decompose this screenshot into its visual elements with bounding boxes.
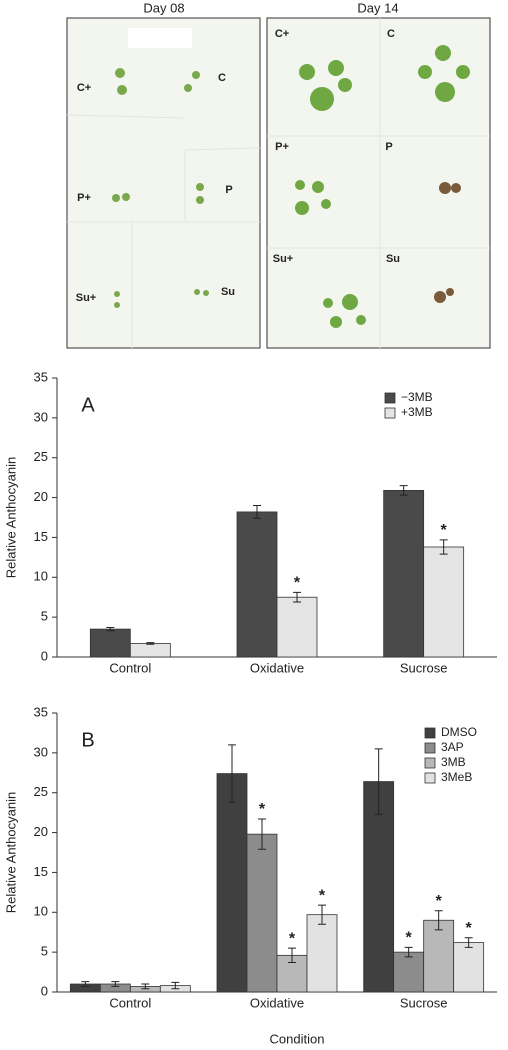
y-tick-label: 0 xyxy=(41,648,48,663)
photo-label: C xyxy=(218,72,226,84)
y-tick-label: 10 xyxy=(34,904,48,919)
photo-label: P+ xyxy=(275,141,289,153)
y-tick-label: 35 xyxy=(34,704,48,719)
x-axis-label: Condition xyxy=(270,1031,325,1046)
y-tick-label: 20 xyxy=(34,489,48,504)
y-tick-label: 0 xyxy=(41,983,48,998)
error-bar xyxy=(288,947,296,964)
photo-right: C+ C P+ P Su+ Su xyxy=(266,17,491,349)
y-axis-label: Relative Anthocyanin xyxy=(3,457,18,578)
error-bar xyxy=(253,505,261,519)
significance: * xyxy=(441,522,448,539)
legend-swatch xyxy=(424,757,436,769)
legend-swatch xyxy=(424,772,436,784)
y-tick-label: 5 xyxy=(41,944,48,959)
significance: * xyxy=(406,930,413,947)
error-bar xyxy=(293,591,301,603)
photo-label: C xyxy=(387,28,395,40)
y-tick-label: 10 xyxy=(34,569,48,584)
significance: * xyxy=(289,930,296,947)
error-bar xyxy=(464,937,473,948)
photo-label: Su xyxy=(221,286,235,298)
x-tick-label: Control xyxy=(109,660,151,675)
significance: * xyxy=(259,801,266,818)
panel-label: A xyxy=(81,394,95,416)
bar xyxy=(216,773,248,993)
bar xyxy=(423,919,455,993)
bar xyxy=(276,596,318,658)
error-bar xyxy=(111,981,120,987)
error-bar xyxy=(318,904,326,925)
significance: * xyxy=(319,887,326,904)
photo-left: C+ C P+ P Su+ Su xyxy=(66,17,261,349)
bar xyxy=(423,546,465,658)
bar xyxy=(306,914,338,993)
panel-title: Day 08 xyxy=(143,0,184,15)
legend-swatch xyxy=(384,392,396,404)
photo-label: Su xyxy=(386,253,400,265)
panel-title: Day 14 xyxy=(357,0,398,15)
y-axis-label: Relative Anthocyanin xyxy=(3,792,18,913)
photo-label: C+ xyxy=(77,82,91,94)
error-bar xyxy=(228,744,236,803)
error-bar xyxy=(404,946,413,958)
legend-label: +3MB xyxy=(401,405,433,419)
y-tick-label: 5 xyxy=(41,609,48,624)
bar xyxy=(129,643,171,658)
error-bar xyxy=(434,910,443,931)
x-tick-label: Sucrose xyxy=(400,660,448,675)
y-tick-label: 20 xyxy=(34,824,48,839)
legend-label: 3MB xyxy=(441,755,466,769)
error-bar xyxy=(106,627,115,632)
y-tick-label: 15 xyxy=(34,864,48,879)
bar xyxy=(383,489,425,658)
error-bar xyxy=(146,642,155,645)
panel-label: B xyxy=(81,729,94,751)
error-bar xyxy=(374,748,383,815)
y-tick-label: 25 xyxy=(34,449,48,464)
significance: * xyxy=(294,575,301,592)
error-bar xyxy=(439,539,448,555)
bar xyxy=(246,833,278,993)
bar xyxy=(453,942,485,993)
photo-label: Su+ xyxy=(273,253,293,265)
x-tick-label: Oxidative xyxy=(250,660,304,675)
legend-label: 3MeB xyxy=(441,770,472,784)
legend-swatch xyxy=(384,407,396,419)
legend-swatch xyxy=(424,742,436,754)
y-tick-label: 35 xyxy=(34,369,48,384)
error-bar xyxy=(81,981,90,987)
error-bar xyxy=(141,983,150,990)
photo-label: P xyxy=(385,141,392,153)
bar xyxy=(393,951,425,993)
error-bar xyxy=(399,485,408,496)
x-tick-label: Oxidative xyxy=(250,995,304,1010)
legend-label: DMSO xyxy=(441,725,477,739)
x-tick-label: Control xyxy=(109,995,151,1010)
legend-label: −3MB xyxy=(401,390,433,404)
photo-label: C+ xyxy=(275,28,289,40)
photo-label: P+ xyxy=(77,192,91,204)
significance: * xyxy=(466,920,473,937)
y-tick-label: 30 xyxy=(34,409,48,424)
error-bar xyxy=(258,818,266,850)
x-tick-label: Sucrose xyxy=(400,995,448,1010)
y-tick-label: 15 xyxy=(34,529,48,544)
bar xyxy=(236,511,278,658)
legend-label: 3AP xyxy=(441,740,464,754)
y-tick-label: 30 xyxy=(34,744,48,759)
photo-label: P xyxy=(225,184,232,196)
error-bar xyxy=(171,981,180,990)
bar xyxy=(89,628,131,658)
legend-swatch xyxy=(424,727,436,739)
photo-label: Su+ xyxy=(76,292,96,304)
y-tick-label: 25 xyxy=(34,784,48,799)
significance: * xyxy=(436,893,443,910)
